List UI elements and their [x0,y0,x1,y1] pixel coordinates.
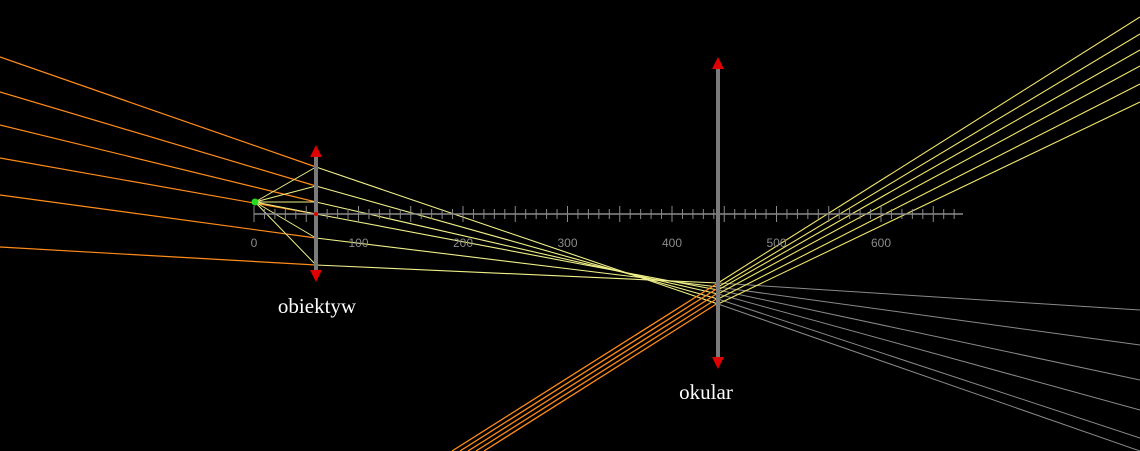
emergent-ray [717,16,1140,284]
refracted-ray [315,264,719,284]
source-ray [254,201,317,266]
distance-ruler: 0 100 200 300 400 500 600 [251,206,963,250]
ruler-tick-label: 0 [251,236,258,250]
refracted-ray [315,213,719,291]
ruler-tick-label: 200 [453,236,473,250]
eyepiece-lens[interactable] [712,57,724,369]
emergent-ray [717,83,1140,300]
virtual-ray [717,298,1140,439]
object-point[interactable] [251,198,259,206]
incident-ray [0,124,317,203]
back-traced-ray [467,292,719,451]
back-traced-ray [459,287,719,451]
red-arrowhead-icon [712,57,724,69]
virtual-ray [717,286,1140,346]
incident-ray [0,194,317,239]
source-ray [254,201,317,239]
incident-ray [0,91,317,187]
virtual-ray [717,303,1140,451]
incident-ray [0,157,317,215]
ruler-tick-label: 100 [348,236,368,250]
virtual-ray [717,293,1140,411]
ray-layer [0,16,1140,451]
refracted-ray [315,166,719,305]
emergent-ray [717,65,1140,295]
red-arrowhead-icon [310,270,322,282]
eyepiece-lens-label: okular [679,380,733,404]
ruler-tick-label: 300 [557,236,577,250]
back-traced-ray [475,297,719,451]
emergent-ray [717,101,1140,305]
red-arrowhead-icon [712,357,724,369]
source-ray [254,166,317,203]
virtual-ray [717,282,1140,311]
refracted-ray [315,185,719,300]
red-arrowhead-icon [310,145,322,157]
ruler-tick-label: 500 [766,236,786,250]
focus-marker [314,212,318,216]
incident-ray [0,56,317,168]
back-traced-ray [451,282,719,451]
emergent-ray [717,49,1140,291]
virtual-ray [717,289,1140,381]
ruler-tick-label: 400 [662,236,682,250]
source-ray [254,185,317,203]
back-traced-ray [483,302,719,451]
objective-lens-label: obiektyw [278,294,357,318]
refracted-ray [315,237,719,288]
objective-lens[interactable] [310,145,322,282]
emergent-ray [717,33,1140,288]
incident-ray [0,246,317,266]
ruler-tick-label: 600 [871,236,891,250]
green-point-source-icon [251,198,259,206]
